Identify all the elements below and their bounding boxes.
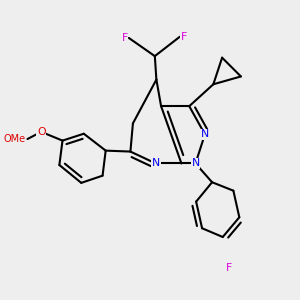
Text: N: N [201,129,209,140]
Text: F: F [181,32,187,42]
Text: F: F [226,262,232,272]
Text: OMe: OMe [4,134,26,144]
Text: O: O [37,127,46,137]
Text: N: N [191,158,200,169]
Text: N: N [152,158,160,169]
Text: F: F [122,33,128,43]
